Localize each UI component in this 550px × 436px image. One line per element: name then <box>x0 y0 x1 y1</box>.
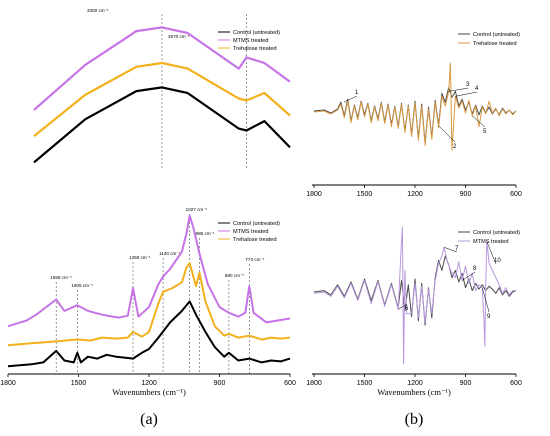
x-tick-label: 900 <box>460 380 472 387</box>
legend-b-top: Control (untreated) Trehalose treated <box>458 32 520 47</box>
annotation-label: 773 cm⁻¹ <box>245 257 264 262</box>
series-line-trehalose-treated <box>7 262 291 347</box>
peak-label-3: 3 <box>466 82 470 88</box>
peak-label-8: 8 <box>473 266 477 272</box>
series-line-control-untreated <box>33 86 291 164</box>
legend-label-mtms: MTMS treated <box>233 38 268 44</box>
legend-label-control: Control (untreated) <box>233 221 280 227</box>
peak-pointer <box>438 125 456 143</box>
annotation-label: 985 cm⁻¹ <box>196 231 215 236</box>
x-tick-label: 600 <box>510 191 522 198</box>
legend-a-bottom: Control (untreated) MTMS treated Trehalo… <box>218 221 280 243</box>
panel-b-bottom-chart: Control (untreated) MTMS treated 1800 150… <box>306 226 522 397</box>
peak-pointer <box>343 95 358 103</box>
annotation-label: 1595 cm⁻¹ <box>50 275 72 280</box>
peak-pointer <box>448 87 469 92</box>
peak-pointer <box>461 271 476 281</box>
x-tick-label: 1200 <box>141 380 157 387</box>
x-tick-label: 1200 <box>407 380 423 387</box>
series-line-control-untreated <box>313 255 517 326</box>
x-tick-label: 1800 <box>306 191 322 198</box>
annotation-label: 1268 cm⁻¹ <box>129 255 151 260</box>
series-line-trehalose-treated <box>33 61 291 137</box>
peak-pointer <box>444 247 458 253</box>
x-tick-label: 1800 <box>306 380 322 387</box>
x-tick-label: 600 <box>510 380 522 387</box>
panel-label-a: (a) <box>140 411 158 428</box>
x-tick-label: 1200 <box>407 191 423 198</box>
legend-label-mtms: MTMS treated <box>473 239 508 245</box>
legend-label-control: Control (untreated) <box>233 30 280 36</box>
legend-label-control: Control (untreated) <box>473 32 520 38</box>
annotation-label: 1140 cm⁻¹ <box>159 251 181 256</box>
x-ticks-b-top: 1800 1500 1200 900 600 <box>306 185 522 198</box>
legend-b-bottom: Control (untreated) MTMS treated <box>458 230 520 245</box>
panel-a-bottom-chart: 1595 cm⁻¹ 1505 cm⁻¹ 1268 cm⁻¹ 1140 cm⁻¹ 1027… <box>0 207 296 397</box>
annotation-label: 860 cm⁻¹ <box>225 273 244 278</box>
peak-label-7: 7 <box>455 246 459 252</box>
peak-pointer <box>398 303 408 310</box>
peak-pointer <box>472 115 486 128</box>
x-ticks-a: 1800 1500 1200 900 600 <box>0 374 296 387</box>
panel-b-bottom-series <box>313 226 517 365</box>
legend-a-top: Control (untreated) MTMS treated Trehalo… <box>218 30 280 52</box>
legend-label-trehalose: Trehalose treated <box>233 237 277 243</box>
panel-a-top-guides <box>161 14 247 168</box>
peak-label-9: 9 <box>487 314 491 320</box>
annotation-label: 1505 cm⁻¹ <box>71 283 93 288</box>
x-tick-label: 1800 <box>0 380 16 387</box>
series-line-mtms-treated <box>7 214 291 328</box>
peak-label-10: 10 <box>494 258 501 264</box>
x-axis-label-b: Wavenumbers (cm⁻¹) <box>377 387 451 397</box>
panel-a-bottom-series <box>7 214 291 368</box>
panel-a-top-chart: 3300 cm⁻¹ 2970 cm⁻¹ Control (untreated) … <box>33 8 291 168</box>
legend-label-trehalose: Trehalose treated <box>473 41 517 47</box>
series-line-mtms-treated <box>33 26 291 111</box>
peak-label-2: 2 <box>453 144 457 150</box>
x-tick-label: 1500 <box>357 380 373 387</box>
panel-b-top-series <box>313 62 517 151</box>
panel-label-b: (b) <box>405 411 424 428</box>
annotation-2970: 2970 cm⁻¹ <box>168 34 190 39</box>
x-axis-label-a: Wavenumbers (cm⁻¹) <box>112 387 186 397</box>
peak-label-1: 1 <box>355 90 359 96</box>
peak-label-4: 4 <box>475 86 479 92</box>
annotation-3300: 3300 cm⁻¹ <box>87 8 109 13</box>
x-ticks-b-bottom: 1800 1500 1200 900 600 <box>306 374 522 387</box>
panel-a-top-series <box>33 26 291 164</box>
peak-label-5: 5 <box>483 129 487 135</box>
panel-b-top-chart: Control (untreated) Trehalose treated 18… <box>306 32 522 198</box>
x-tick-label: 900 <box>460 191 472 198</box>
legend-label-mtms: MTMS treated <box>233 229 268 235</box>
panel-a-bottom-guides: 1595 cm⁻¹ 1505 cm⁻¹ 1268 cm⁻¹ 1140 cm⁻¹ 1027… <box>50 207 265 374</box>
peak-pointer <box>482 287 490 313</box>
series-line-trehalose-treated <box>313 62 517 151</box>
legend-label-control: Control (untreated) <box>473 230 520 236</box>
x-tick-label: 1500 <box>71 380 87 387</box>
legend-label-trehalose: Trehalose treated <box>233 46 277 52</box>
peak-label-6: 6 <box>405 306 409 312</box>
peak-pointer <box>486 241 497 265</box>
peak-pointer <box>455 91 478 97</box>
peak-labels-b-top: 1 2 34 5 <box>343 82 487 150</box>
annotation-label: 1027 cm⁻¹ <box>186 207 208 212</box>
x-tick-label: 1500 <box>357 191 373 198</box>
x-tick-label: 600 <box>284 380 296 387</box>
series-line-control-untreated <box>7 300 291 368</box>
series-line-mtms-treated <box>313 226 516 365</box>
x-tick-label: 900 <box>214 380 226 387</box>
peak-labels-b-bottom: 6 7 8 9 10 <box>398 241 501 320</box>
